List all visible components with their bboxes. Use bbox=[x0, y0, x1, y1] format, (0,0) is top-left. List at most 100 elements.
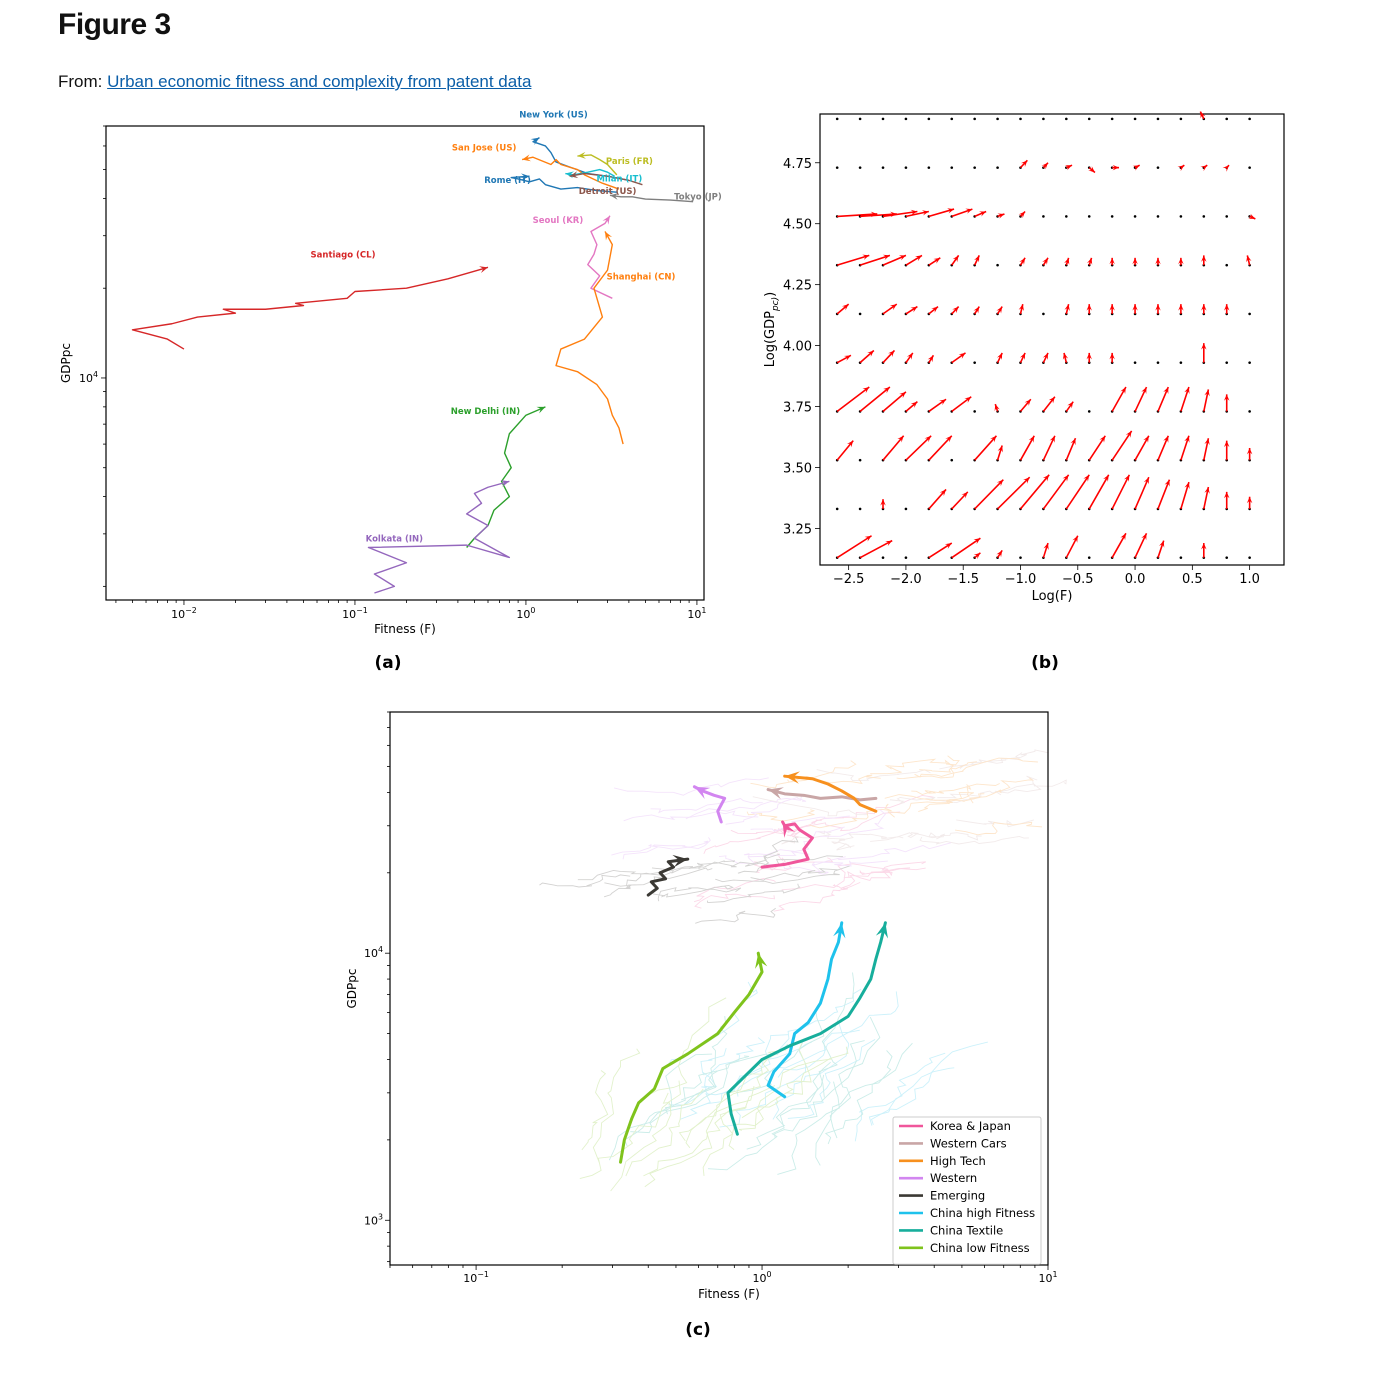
panel-b-grid-point bbox=[1225, 410, 1229, 413]
panel-c-background-line bbox=[624, 1070, 718, 1147]
panel-b-x-tick-label: −2.5 bbox=[833, 572, 865, 587]
panel-c-background-line bbox=[832, 867, 911, 891]
panel-c-background-trajectories bbox=[539, 749, 1067, 1192]
panel-a-series-line bbox=[466, 406, 546, 548]
panel-b-x-tick-label: 0.5 bbox=[1182, 572, 1203, 587]
panel-b-vector-head bbox=[939, 489, 947, 497]
panel-c-background-line bbox=[703, 828, 781, 855]
panel-b-vector-head bbox=[1223, 440, 1230, 448]
panel-b-vector-arrow bbox=[1019, 159, 1028, 169]
panel-b-grid-point bbox=[881, 215, 885, 218]
panel-b-vector-shaft bbox=[1134, 164, 1141, 169]
panel-b-vector-head bbox=[1028, 435, 1035, 443]
panel-c-series-line bbox=[760, 820, 814, 869]
panel-b-vector-head bbox=[927, 355, 934, 363]
panel-c-background-line bbox=[854, 1067, 955, 1142]
panel-b-grid-point bbox=[1087, 166, 1091, 169]
panel-c-series bbox=[783, 771, 878, 813]
panel-b-vector-shaft bbox=[836, 386, 870, 413]
panel-b-vector-head bbox=[1043, 543, 1049, 551]
panel-b-grid-point bbox=[1019, 458, 1022, 462]
panel-b-vector-head bbox=[952, 306, 959, 314]
panel-c-x-tick-label: 100 bbox=[753, 1270, 772, 1285]
panel-b-grid-point bbox=[1065, 410, 1068, 413]
panel-b-vector-arrow bbox=[1042, 435, 1056, 461]
panel-b-vector-shaft bbox=[1042, 396, 1056, 412]
panel-a-series-label: Milan (IT) bbox=[596, 175, 642, 185]
panel-b-grid-point bbox=[1042, 410, 1045, 413]
panel-b-vector-shaft bbox=[836, 354, 852, 364]
panel-c-background-line bbox=[919, 835, 1029, 845]
panel-b-vector-shaft bbox=[951, 208, 973, 218]
panel-b-grid-point bbox=[1087, 361, 1091, 364]
panel-b-grid-point bbox=[1065, 312, 1068, 316]
panel-a-series-line bbox=[565, 168, 615, 177]
panel-b-grid-point bbox=[996, 556, 999, 559]
panel-b-vector-arrow bbox=[1111, 532, 1127, 559]
panel-b-grid-point bbox=[1133, 215, 1137, 218]
panel-c-background-line bbox=[810, 794, 934, 824]
panel-b-grid-point bbox=[927, 507, 931, 511]
panel-b-grid-point bbox=[904, 215, 908, 218]
panel-b-vector-arrow bbox=[836, 254, 870, 266]
panel-b-vector-arrow bbox=[1086, 304, 1092, 314]
panel-b-vector-shaft bbox=[1042, 474, 1070, 510]
panel-c-background-line bbox=[579, 1092, 671, 1180]
panel-c-background-line bbox=[693, 1041, 812, 1110]
panel-b-vector-arrow bbox=[951, 491, 969, 510]
panel-b-vector-head bbox=[997, 445, 1003, 453]
panel-b-grid-point bbox=[1179, 556, 1183, 559]
panel-a-y-axis-label: GDPpc bbox=[59, 343, 73, 383]
panel-b-vector-arrow bbox=[1223, 304, 1230, 314]
panel-c-series-arrowhead bbox=[672, 854, 688, 868]
panel-b-vector-arrow bbox=[1062, 352, 1069, 363]
panel-b-vector-shaft bbox=[928, 435, 953, 461]
panel-b-vector-shaft bbox=[1065, 401, 1074, 412]
panel-b-vector-arrow bbox=[973, 306, 980, 315]
panel-b-grid-point bbox=[927, 556, 931, 559]
panel-b-grid-point bbox=[1248, 458, 1251, 462]
panel-a-series-label: Tokyo (JP) bbox=[674, 192, 722, 202]
panel-a-series-label: Rome (IT) bbox=[484, 176, 531, 186]
panel-b-grid-point bbox=[1225, 507, 1229, 511]
panel-b-vector-arrow bbox=[996, 549, 1003, 559]
panel-b-vector-arrow bbox=[905, 210, 930, 218]
panel-b-vector-shaft bbox=[1065, 303, 1070, 315]
panel-b-vector-arrow bbox=[1200, 164, 1208, 172]
panel-b-vector-head bbox=[906, 352, 913, 360]
panel-b-vector-shaft bbox=[1019, 210, 1026, 217]
panel-b-vector-arrow bbox=[1042, 352, 1049, 363]
panel-c-background-line bbox=[657, 887, 742, 902]
panel-b-grid-point bbox=[835, 507, 839, 511]
source-article-link[interactable]: Urban economic fitness and complexity fr… bbox=[107, 72, 532, 91]
panel-b-y-tick-label: 4.00 bbox=[783, 340, 812, 355]
panel-c-background-line bbox=[896, 761, 977, 779]
panel-b-grid-point bbox=[881, 410, 885, 413]
panel-b-vector-arrow bbox=[996, 445, 1003, 461]
panel-b-vector-arrow bbox=[928, 542, 953, 559]
panel-b-vector-arrow bbox=[1180, 386, 1190, 412]
panel-b-vector-arrow bbox=[951, 208, 973, 218]
panel-c-background-line bbox=[954, 821, 1043, 836]
panel-b-vector-head bbox=[1163, 435, 1169, 443]
panel-b-grid-point bbox=[1202, 312, 1206, 316]
panel-b-vector-head bbox=[882, 254, 890, 260]
panel-b-grid-point bbox=[1133, 361, 1137, 364]
panel-b-vector-arrow bbox=[1203, 389, 1210, 412]
panel-b-vector-head bbox=[1018, 211, 1026, 219]
panel-c-background-line bbox=[794, 811, 901, 832]
panel-c-y-tick-label: 104 bbox=[364, 945, 383, 960]
panel-b-vector-arrow bbox=[927, 354, 935, 364]
panel-b-grid-point bbox=[1179, 458, 1183, 462]
panel-c-background-line bbox=[884, 784, 972, 801]
panel-b-vector-head bbox=[952, 255, 959, 263]
panel-b-grid-point bbox=[1156, 556, 1160, 559]
panel-c-background-line bbox=[843, 867, 926, 882]
panel-b-vector-arrow bbox=[996, 352, 1003, 363]
panel-b-vector-arrow bbox=[1134, 532, 1148, 559]
panel-a-series bbox=[510, 173, 617, 193]
panel-b-vector-arrow bbox=[882, 303, 898, 315]
panel-c-background-line bbox=[969, 749, 1049, 766]
panel-c-x-tick-label: 10−1 bbox=[463, 1270, 489, 1285]
panel-b-vector-shaft bbox=[882, 210, 918, 218]
